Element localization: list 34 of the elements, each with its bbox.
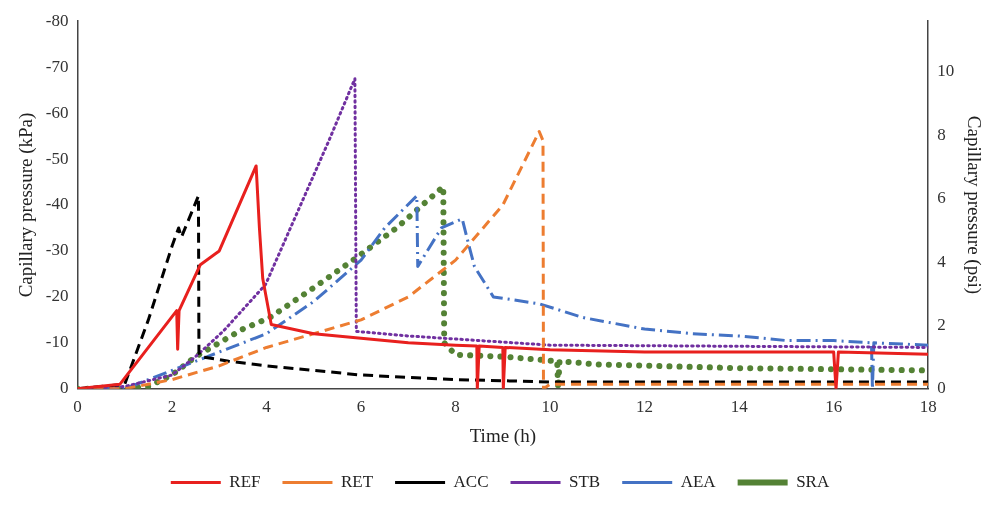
x-tick-label: 12	[636, 397, 654, 417]
legend-label: ACC	[453, 471, 489, 491]
y-tick-label: 0	[59, 378, 69, 398]
y-tick-label: -30	[45, 240, 69, 260]
legend-label: AEA	[680, 471, 717, 491]
legend-label: STB	[569, 471, 601, 491]
y-tick-label: -60	[45, 102, 69, 122]
y2-tick-label: 10	[937, 61, 955, 81]
legend-label: REF	[229, 471, 261, 491]
y-tick-label: -80	[45, 10, 69, 30]
x-tick-label: 16	[825, 397, 843, 417]
x-axis-title: Time (h)	[469, 424, 536, 447]
x-tick-label: 4	[262, 397, 272, 417]
legend-label: SRA	[796, 471, 830, 491]
y-axis-title: Capillary pressure (kPa)	[15, 112, 38, 298]
x-tick-label: 6	[356, 397, 366, 417]
y2-tick-label: 0	[937, 378, 946, 398]
y2-axis-title: Capillary pressure (psi)	[962, 115, 985, 295]
x-tick-label: 2	[167, 397, 177, 417]
x-tick-label: 0	[73, 397, 82, 417]
y-tick-label: -50	[45, 148, 69, 168]
x-tick-label: 18	[919, 397, 937, 417]
y-tick-label: -20	[45, 286, 69, 306]
y2-tick-label: 6	[937, 188, 946, 208]
y-tick-label: -70	[45, 56, 69, 76]
y-tick-label: -10	[45, 332, 69, 352]
x-tick-label: 14	[730, 397, 749, 417]
legend-label: RET	[340, 471, 374, 491]
x-tick-label: 8	[451, 397, 460, 417]
y-tick-label: -40	[45, 194, 69, 214]
x-tick-label: 10	[541, 397, 559, 417]
y2-tick-label: 4	[937, 251, 947, 271]
y2-tick-label: 2	[937, 314, 946, 334]
y2-tick-label: 8	[937, 124, 946, 144]
